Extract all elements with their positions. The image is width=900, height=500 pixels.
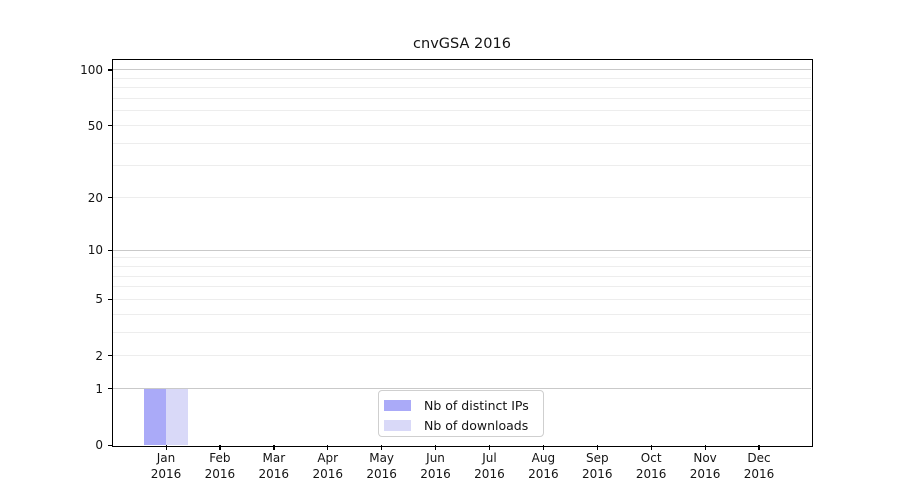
x-axis-tick-label-month: Dec [747,451,771,465]
y-axis-tick [108,298,113,301]
x-axis-tick-label-year: 2016 [581,466,613,481]
x-axis-tick [381,445,383,450]
y-axis-tick [108,125,113,127]
x-axis-tick-label-month: Sep [585,451,609,465]
y-axis-tick-label: 20 [87,190,103,205]
minor-gridline [113,313,811,315]
y-axis-tick [108,355,113,357]
x-axis-tick-label: Jul 2016 [457,451,521,482]
minor-gridline [113,142,811,144]
x-axis-tick-label: Feb 2016 [188,451,252,482]
x-axis-tick-label-year: 2016 [150,466,182,481]
minor-gridline [113,257,811,259]
x-axis-tick-label-month: Feb [209,451,231,465]
legend-swatch-distinct-ips-icon [384,399,411,411]
y-axis-tick-label: 0 [95,438,103,452]
x-axis-tick-label-year: 2016 [258,466,290,481]
x-axis-tick [273,445,275,450]
x-axis-tick-label-month: Apr [317,451,339,465]
minor-gridline [113,298,811,300]
x-axis-tick-label: Oct 2016 [619,451,683,482]
x-axis-tick-label-month: Oct [640,451,662,465]
y-axis-tick [108,444,113,446]
x-axis-tick-label: Apr 2016 [296,451,360,482]
x-axis-tick [704,445,706,450]
minor-gridline [113,165,811,167]
x-axis-tick [327,445,329,450]
minor-gridline [113,286,811,288]
minor-gridline [113,265,811,267]
x-axis-tick-label: Dec 2016 [727,451,791,482]
x-axis-tick [596,445,598,450]
x-axis-tick [650,445,652,450]
x-axis-tick-label-year: 2016 [689,466,721,481]
x-axis-tick-label-month: Jan [156,451,176,465]
x-axis-tick-label-month: Aug [531,451,556,465]
x-axis-tick-label-year: 2016 [743,466,775,481]
y-axis-tick [108,249,113,251]
minor-gridline [113,197,811,199]
x-axis-tick-label-year: 2016 [204,466,236,481]
x-axis-tick [165,445,167,450]
legend-entry-downloads: Nb of downloads [384,415,543,435]
major-gridline [113,249,811,251]
x-axis-tick [542,445,545,450]
y-axis-tick [108,69,113,71]
minor-gridline [113,331,811,333]
x-axis-tick-label: Jun 2016 [404,451,468,482]
x-axis-tick-label-year: 2016 [420,466,451,481]
bar-distinct-ips [144,388,166,445]
y-axis-tick-label: 10 [87,243,103,258]
plot-area [113,60,811,445]
major-gridline [113,69,811,71]
legend-entry-distinct-ips: Nb of distinct IPs [384,395,543,415]
legend-swatch-downloads-icon [384,419,411,431]
legend-label-downloads: Nb of downloads [424,417,529,433]
x-axis-tick-label: Mar 2016 [242,451,306,482]
y-axis-tick-label: 2 [95,348,103,363]
y-axis-tick-label: 5 [95,292,103,307]
legend: Nb of distinct IPs Nb of downloads [378,390,544,437]
minor-gridline [113,98,811,100]
chart-title: cnvGSA 2016 [413,36,511,52]
x-axis-tick [488,445,491,450]
x-axis-tick-label: Nov 2016 [673,451,737,482]
y-axis-tick [108,197,113,199]
x-axis-tick-label: Jan 2016 [134,451,198,482]
bar-downloads [166,388,188,445]
minor-gridline [113,110,811,112]
x-axis-tick [435,445,437,450]
y-axis-tick [108,388,113,390]
x-axis-tick-label: May 2016 [350,451,414,482]
minor-gridline [113,87,811,89]
x-axis-tick-label-year: 2016 [635,466,667,481]
minor-gridline [113,275,811,277]
minor-gridline [113,77,811,79]
y-axis-tick-label: 1 [95,381,103,396]
minor-gridline [113,355,811,357]
major-gridline [113,388,811,390]
x-axis-tick-label: Sep 2016 [565,451,629,482]
x-axis-tick-label-month: Nov [693,451,717,465]
minor-gridline [113,125,811,127]
legend-label-distinct-ips: Nb of distinct IPs [424,397,529,413]
x-axis-tick-label-month: May [369,451,395,465]
x-axis-tick [758,445,760,450]
x-axis-tick-label-year: 2016 [474,466,505,481]
x-axis-tick-label-month: Mar [262,451,286,465]
x-axis-tick-label-month: Jul [482,451,497,465]
x-axis-tick [219,445,221,450]
x-axis-tick-label-year: 2016 [312,466,343,481]
x-axis-tick-label: Aug 2016 [511,451,575,482]
x-axis-tick-label-month: Jun [426,451,445,465]
y-axis-tick-label: 50 [87,118,103,133]
y-axis-tick-label: 100 [80,62,103,77]
x-axis-tick-label-year: 2016 [528,466,559,481]
x-axis-tick-label-year: 2016 [366,466,397,481]
